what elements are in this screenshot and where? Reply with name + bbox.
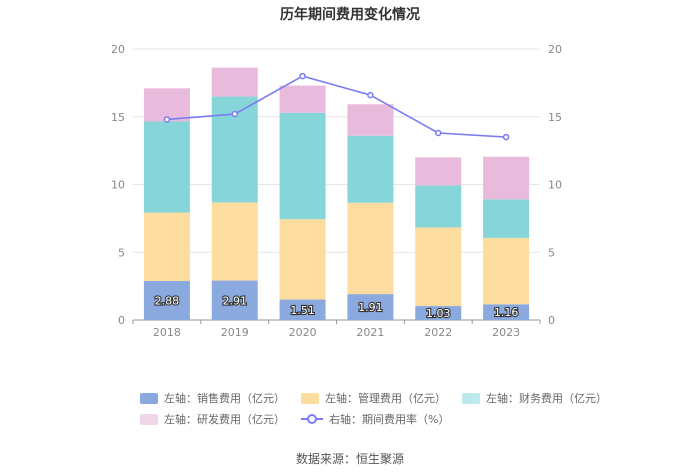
bar-segment [415, 227, 462, 307]
bar-segment [483, 199, 530, 238]
bar-data-label: 1.51 [290, 304, 315, 317]
legend-label-admin: 左轴：管理费用（亿元） [325, 392, 446, 405]
bar-segment [415, 157, 462, 186]
legend-swatch-rnd [140, 413, 158, 425]
bar-segment [211, 280, 258, 320]
bar-segment [483, 237, 530, 305]
bar-data-label: 1.91 [358, 301, 383, 314]
y-tick-label-right: 10 [548, 179, 562, 192]
bar-data-label: 2.91 [223, 294, 248, 307]
bar-segment [347, 294, 394, 320]
legend-label-rnd: 左轴：研发费用（亿元） [164, 413, 285, 426]
legend-swatch-admin [301, 392, 319, 404]
x-tick-label: 2019 [221, 326, 249, 339]
legend-item-admin[interactable]: 左轴：管理费用（亿元） [301, 390, 446, 406]
bar-segment [143, 88, 190, 122]
rate-point [299, 72, 306, 80]
bar-segment [143, 280, 190, 320]
y-tick-label-right: 20 [548, 43, 562, 56]
x-tick-label: 2022 [424, 326, 452, 339]
bar-segment [415, 306, 462, 320]
bar-segment [347, 135, 394, 203]
rate-point [163, 116, 171, 123]
bar-segment [347, 104, 394, 136]
legend-item-rnd[interactable]: 左轴：研发费用（亿元） [140, 411, 285, 427]
bar-segment [347, 202, 394, 295]
legend-swatch-sales [140, 392, 158, 404]
rate-point [502, 133, 510, 141]
y-tick-label-left: 0 [118, 314, 125, 327]
bar-data-label: 1.16 [494, 306, 519, 319]
chart-title: 历年期间费用变化情况 [280, 7, 420, 23]
y-tick-label-left: 5 [118, 246, 125, 259]
bar-segment [279, 112, 326, 220]
legend-item-rate[interactable]: 右轴：期间费用率（%） [301, 411, 449, 427]
legend-row-2: 左轴：研发费用（亿元） 右轴：期间费用率（%） [140, 411, 465, 427]
x-tick-label: 2018 [153, 326, 181, 339]
bar-segment [279, 219, 326, 300]
bar-segment [211, 202, 258, 281]
legend-row-1: 左轴：销售费用（亿元） 左轴：管理费用（亿元） 左轴：财务费用（亿元） [140, 390, 623, 406]
bar-segment [483, 304, 530, 320]
legend-label-sales: 左轴：销售费用（亿元） [164, 392, 285, 405]
bar-segment [483, 156, 530, 200]
x-tick-label: 2021 [356, 326, 384, 339]
y-tick-label-right: 0 [548, 314, 555, 327]
bar-segment [279, 85, 326, 113]
rate-point [231, 110, 238, 118]
y-tick-label-right: 5 [548, 246, 555, 259]
legend-item-finance[interactable]: 左轴：财务费用（亿元） [462, 390, 607, 406]
y-tick-label-left: 10 [111, 179, 125, 192]
rate-line [166, 75, 507, 138]
bar-segment [415, 185, 462, 228]
bar-data-label: 2.88 [155, 294, 180, 307]
legend-label-rate: 右轴：期间费用率（%） [329, 413, 450, 426]
y-tick-label-left: 20 [111, 43, 125, 56]
bar-segment [143, 121, 190, 213]
y-tick-label-left: 15 [111, 111, 125, 124]
bar-data-label: 1.03 [426, 307, 451, 320]
y-tick-label-right: 15 [548, 111, 562, 124]
legend-swatch-finance [462, 392, 480, 404]
rate-point [435, 129, 442, 137]
source-note: 数据来源：恒生聚源 [295, 452, 404, 466]
legend-line-icon [301, 413, 323, 425]
x-tick-label: 2020 [289, 326, 317, 339]
legend-label-finance: 左轴：财务费用（亿元） [486, 392, 607, 405]
rate-point [367, 91, 374, 99]
bar-segment [279, 299, 326, 320]
legend-item-sales[interactable]: 左轴：销售费用（亿元） [140, 390, 285, 406]
bar-segment [143, 212, 190, 281]
x-tick-label: 2023 [492, 326, 520, 339]
bar-segment [211, 67, 258, 97]
